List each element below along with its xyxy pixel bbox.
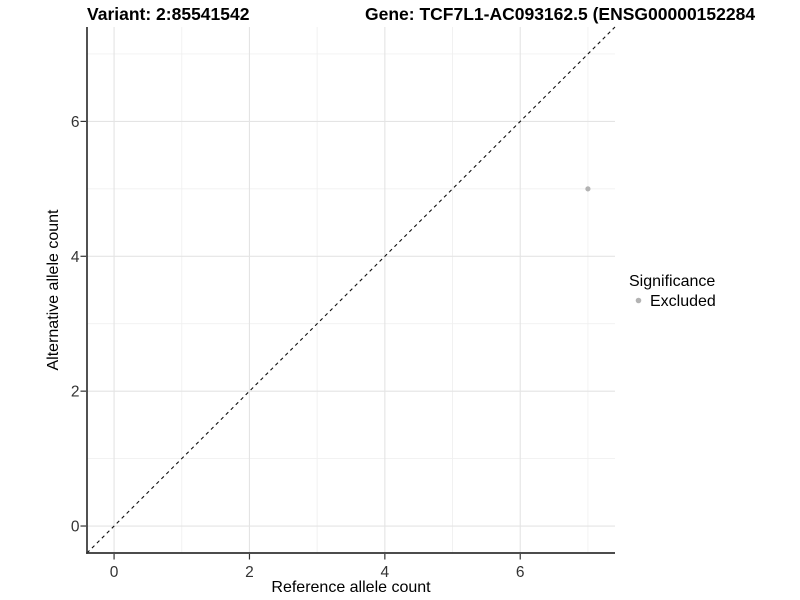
x-tick-label: 2 bbox=[245, 564, 254, 581]
x-tick-label: 0 bbox=[110, 564, 119, 581]
x-tick-label: 4 bbox=[381, 564, 390, 581]
identity-reference-line bbox=[86, 26, 616, 554]
legend: Significance Excluded bbox=[629, 273, 716, 310]
x-tick-label: 6 bbox=[516, 564, 525, 581]
y-tick-label: 6 bbox=[71, 114, 80, 131]
legend-title: Significance bbox=[629, 273, 715, 290]
data-point bbox=[585, 186, 591, 192]
y-tick-label: 0 bbox=[71, 519, 80, 536]
variant-title: Variant: 2:85541542 bbox=[87, 4, 250, 24]
plot-panel: 0 2 4 6 0 2 4 6 bbox=[71, 26, 616, 581]
y-tick-label: 4 bbox=[71, 249, 80, 266]
gene-title: Gene: TCF7L1-AC093162.5 (ENSG00000152284 bbox=[365, 4, 755, 24]
y-axis-title: Alternative allele count bbox=[45, 209, 62, 371]
y-tick-label: 2 bbox=[71, 384, 80, 401]
x-axis-title: Reference allele count bbox=[271, 579, 431, 596]
legend-label-excluded: Excluded bbox=[650, 293, 716, 310]
legend-marker-excluded-icon bbox=[635, 297, 642, 304]
